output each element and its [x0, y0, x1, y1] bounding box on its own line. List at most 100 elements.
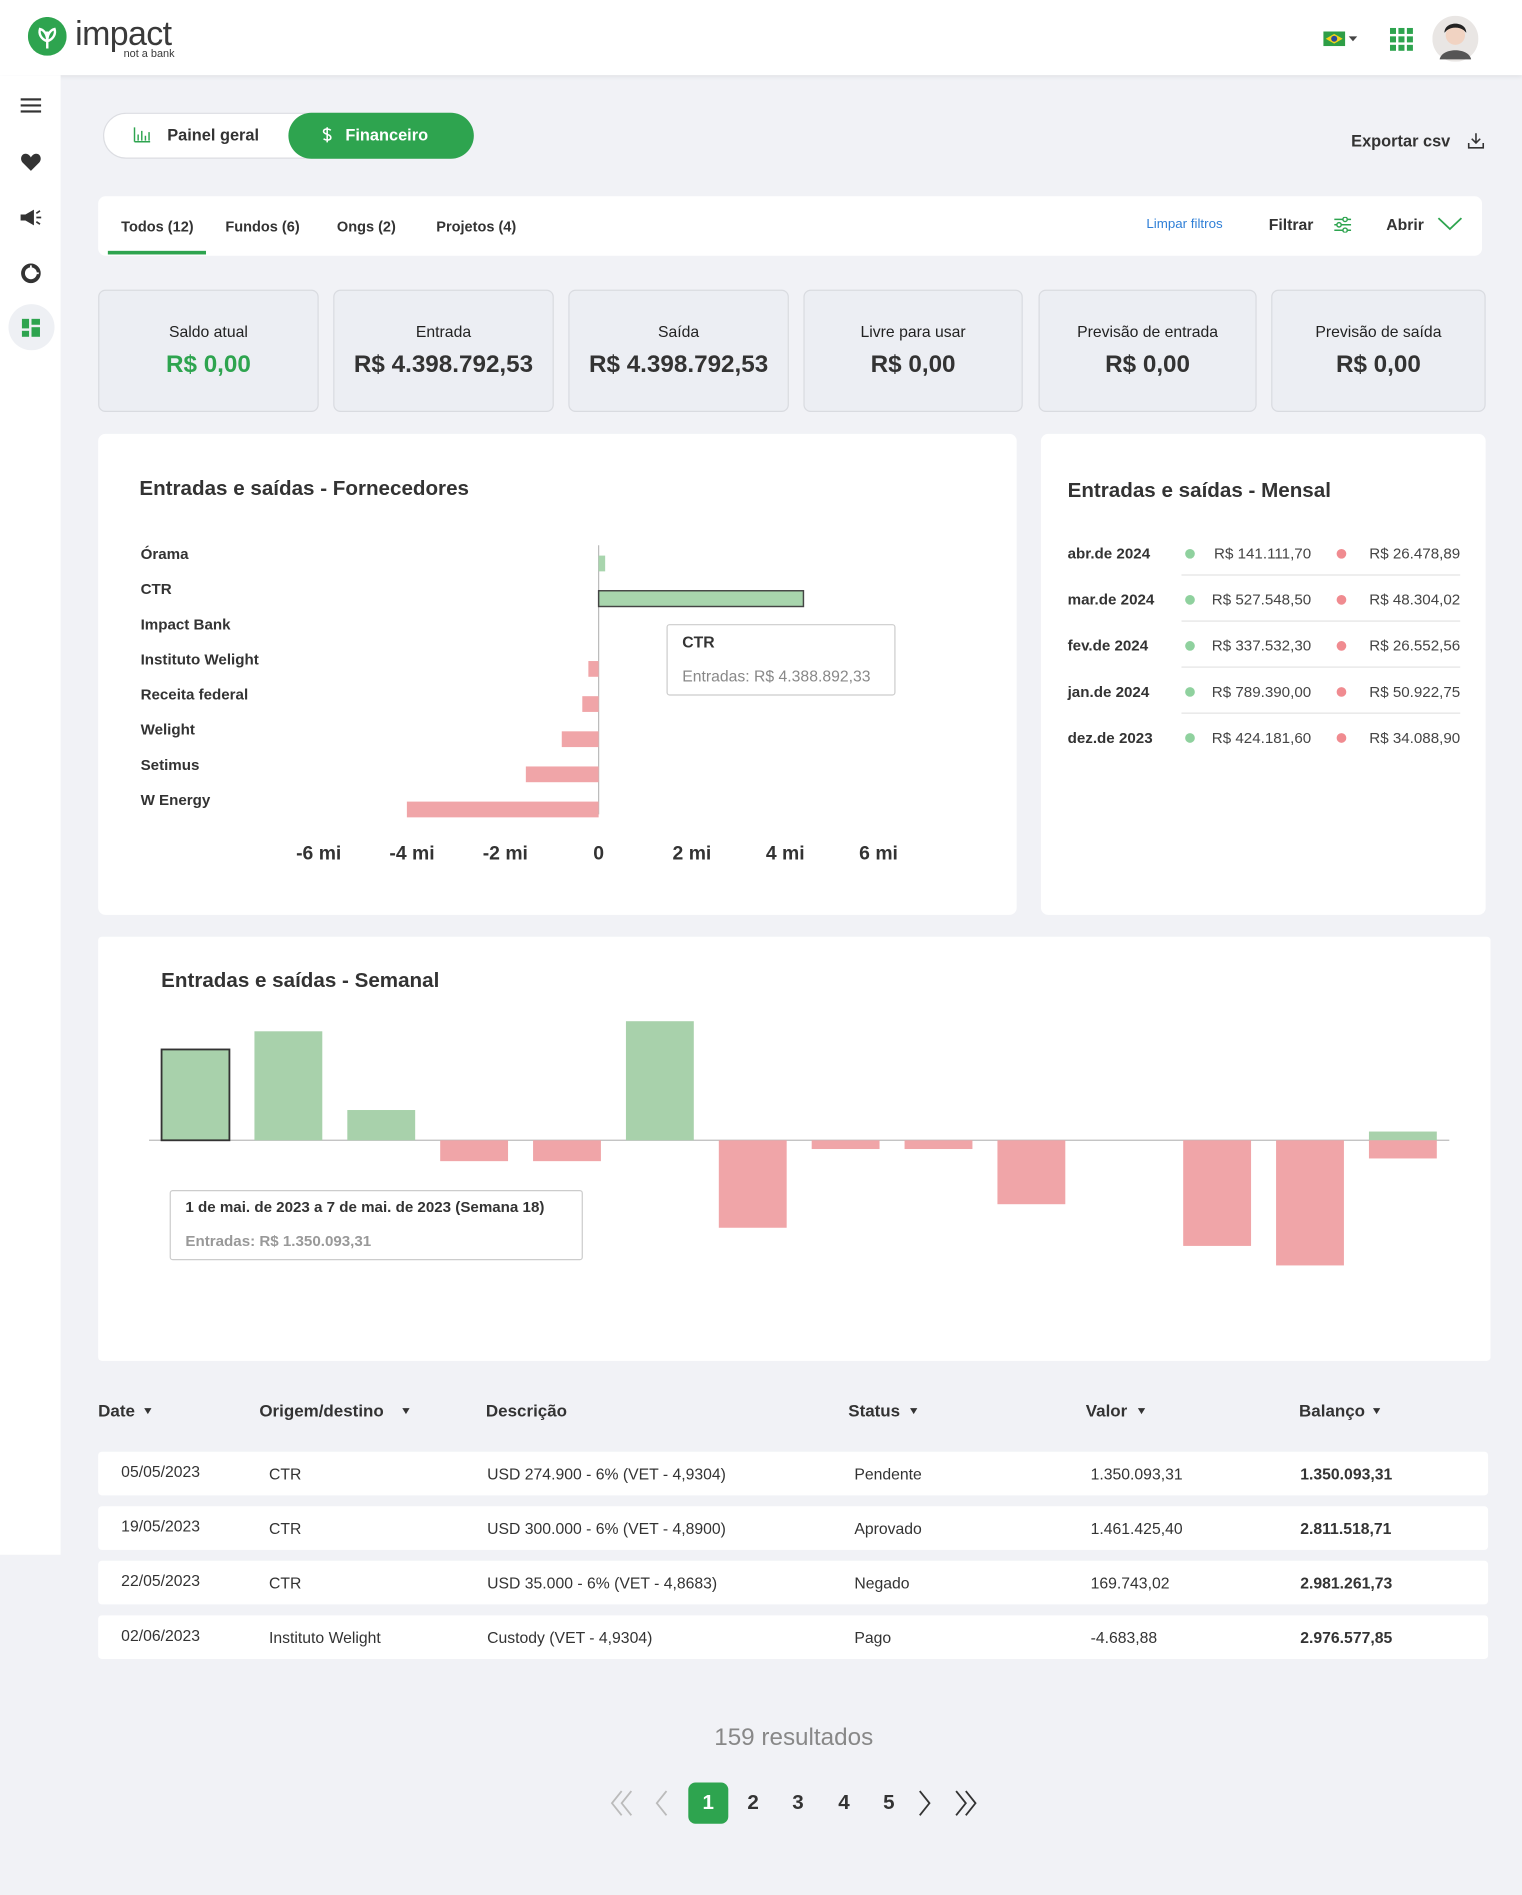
table-cell: 2.976.577,85 [1300, 1628, 1393, 1647]
dashboard-nav[interactable] [21, 318, 40, 337]
column-header[interactable]: Status [848, 1400, 901, 1421]
in-dot [1185, 548, 1195, 559]
month-out: R$ 26.478,89 [1369, 545, 1461, 563]
menu-button[interactable] [20, 98, 42, 113]
language-selector[interactable] [1323, 29, 1362, 48]
month-label: fev.de 2024 [1067, 637, 1149, 655]
table-row[interactable]: 02/06/2023 Instituto Welight Custody (VET … [98, 1615, 1489, 1659]
view-tab-active[interactable] [288, 112, 474, 159]
view-tab[interactable]: Painel geral [167, 126, 260, 145]
sidebar [0, 75, 61, 1555]
month-label: jan.de 2024 [1067, 683, 1150, 701]
table-cell: 05/05/2023 [121, 1462, 201, 1481]
out-dot [1336, 641, 1347, 651]
in-dot [1185, 733, 1195, 743]
chevron-down[interactable] [1437, 217, 1463, 232]
results-count: 159 resultados [714, 1724, 874, 1752]
card-label: Previsão de entrada [1077, 322, 1219, 341]
download-icon[interactable] [1467, 132, 1485, 149]
filter-tab[interactable]: Fundos (6) [225, 218, 300, 236]
sort-arrow[interactable] [402, 1408, 410, 1415]
column-header[interactable]: Origem/destino [259, 1400, 384, 1421]
column-header[interactable]: Date [98, 1400, 135, 1421]
card-value: R$ 0,00 [165, 351, 251, 379]
summary-card: Livre para usar R$ 0,00 [803, 289, 1023, 413]
prev-page[interactable] [654, 1790, 669, 1817]
card-value: R$ 4.398.792,53 [588, 351, 769, 379]
filter-tab[interactable]: Projetos (4) [436, 218, 517, 236]
card-label: Entrada [415, 322, 472, 341]
suppliers-panel [98, 433, 1017, 915]
table-cell: 1.350.093,31 [1090, 1465, 1183, 1484]
last-page[interactable] [954, 1790, 978, 1817]
view-tab-label[interactable]: Financeiro [345, 126, 429, 145]
summary-card: Entrada R$ 4.398.792,53 [333, 289, 554, 413]
summary-card: Saída R$ 4.398.792,53 [568, 289, 789, 413]
reports-nav[interactable] [21, 263, 42, 284]
table-cell: 169.743,02 [1090, 1574, 1170, 1593]
column-header[interactable]: Valor [1085, 1400, 1128, 1421]
clear-filters[interactable]: Limpar filtros [1146, 216, 1223, 232]
page-button[interactable]: 2 [747, 1791, 759, 1815]
month-label: abr.de 2024 [1067, 545, 1151, 563]
table-cell: USD 274.900 - 6% (VET - 4,9304) [487, 1465, 726, 1484]
month-label: dez.de 2023 [1067, 729, 1153, 747]
apps-button[interactable] [1389, 27, 1413, 51]
table-cell: CTR [269, 1465, 302, 1484]
open-button[interactable]: Abrir [1386, 215, 1424, 234]
card-value: R$ 0,00 [1105, 351, 1191, 379]
filter-bar [98, 196, 1483, 256]
monthly-panel [1040, 433, 1486, 915]
table-cell: 2.981.261,73 [1300, 1574, 1393, 1593]
favorites-nav[interactable] [21, 153, 42, 172]
chart-icon [133, 127, 151, 143]
out-dot [1336, 733, 1347, 743]
filter-icon[interactable] [1334, 216, 1352, 233]
sort-arrow[interactable] [910, 1408, 918, 1415]
export-button[interactable]: Exportar csv [1351, 132, 1451, 151]
table-cell: 2.811.518,71 [1300, 1519, 1392, 1538]
weekly-panel [98, 936, 1491, 1361]
filter-tab[interactable]: Todos (12) [121, 218, 194, 236]
table-row[interactable]: 19/05/2023 CTR USD 300.000 - 6% (VET - 4,8… [98, 1506, 1489, 1550]
filter-tab[interactable]: Ongs (2) [336, 218, 396, 236]
nav-active-highlight [8, 304, 55, 351]
sort-arrow[interactable] [1372, 1408, 1381, 1415]
table-cell: -4.683,88 [1090, 1628, 1158, 1647]
table-cell: Pendente [854, 1465, 922, 1484]
summary-card: Previsão de saída R$ 0,00 [1271, 289, 1486, 413]
logo-icon [27, 16, 67, 56]
logo-tagline: not a bank [123, 47, 175, 60]
filter-button[interactable]: Filtrar [1268, 215, 1314, 234]
month-in: R$ 337.532,30 [1211, 637, 1312, 655]
next-page[interactable] [917, 1790, 932, 1817]
page-button[interactable]: 3 [792, 1791, 804, 1815]
row-divider [1181, 620, 1461, 622]
card-label: Previsão de saída [1315, 322, 1442, 341]
user-avatar[interactable] [1432, 15, 1479, 62]
table-cell: USD 300.000 - 6% (VET - 4,8900) [487, 1519, 726, 1538]
page-button[interactable]: 4 [838, 1791, 850, 1815]
sort-arrow[interactable] [144, 1408, 152, 1415]
row-divider [1181, 666, 1461, 668]
card-label: Saldo atual [169, 322, 248, 341]
column-header[interactable]: Balanço [1299, 1400, 1366, 1421]
monthly-title: Entradas e saídas - Mensal [1067, 478, 1331, 502]
table-cell: CTR [269, 1574, 302, 1593]
page-button[interactable]: 1 [688, 1782, 729, 1824]
top-bar: impact not a bank [0, 0, 1522, 76]
campaigns-nav[interactable] [19, 208, 42, 227]
month-in: R$ 141.111,70 [1214, 545, 1312, 563]
column-header: Descrição [485, 1400, 568, 1421]
table-cell: USD 35.000 - 6% (VET - 4,8683) [487, 1574, 718, 1593]
first-page[interactable] [610, 1790, 634, 1817]
month-out: R$ 26.552,56 [1369, 637, 1461, 655]
sort-arrow[interactable] [1137, 1408, 1146, 1415]
table-cell: Negado [854, 1574, 910, 1593]
table-row[interactable]: 05/05/2023 CTR USD 274.900 - 6% (VET - 4,9… [98, 1451, 1489, 1496]
table-row[interactable]: 22/05/2023 CTR USD 35.000 - 6% (VET - 4,86… [98, 1560, 1489, 1605]
table-cell: 02/06/2023 [121, 1626, 201, 1645]
page-button[interactable]: 5 [883, 1791, 895, 1815]
logo-text: impact [75, 14, 172, 53]
month-out: R$ 48.304,02 [1369, 591, 1461, 609]
